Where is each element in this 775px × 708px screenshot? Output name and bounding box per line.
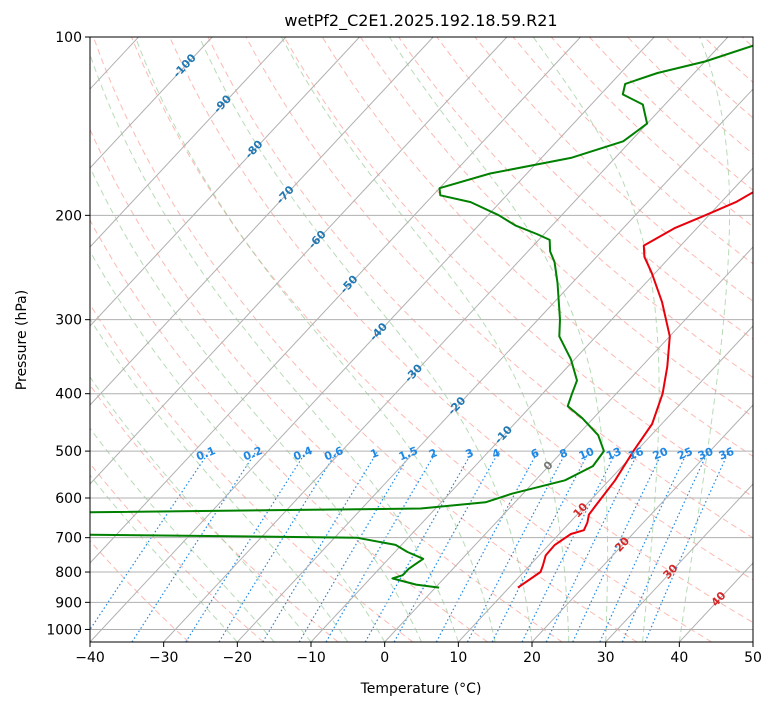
y-tick-label: 400: [55, 387, 82, 403]
x-tick-label: 10: [449, 650, 467, 666]
isotherm-line: [90, 37, 287, 248]
mixing-ratio-label: 1: [369, 446, 381, 461]
isotherm-line: [457, 325, 753, 642]
y-tick-label: 800: [55, 565, 82, 581]
isotherm-line: [605, 483, 753, 642]
x-tick-label: 0: [380, 650, 389, 666]
moist-adiabat: [90, 52, 459, 642]
mixing-ratio-label: 13: [604, 445, 623, 463]
y-tick-label: 1000: [46, 622, 82, 638]
dry-adiabat: [207, 37, 753, 581]
mixing-ratio-line: [364, 450, 474, 642]
y-tick-label: 700: [55, 531, 82, 547]
temperature-profile-line: [517, 191, 753, 589]
x-tick-label: 50: [744, 650, 762, 666]
x-tick-label: −30: [149, 650, 179, 666]
mixing-ratio-label: 16: [626, 445, 645, 463]
x-tick-label: −10: [296, 650, 326, 666]
dewpoint-profile-line: [90, 44, 753, 589]
plot-frame: [89, 36, 754, 643]
mixing-ratio-line: [621, 450, 709, 642]
isotherm-line: [384, 246, 753, 642]
moist-adiabat: [90, 250, 386, 642]
isotherm-line: [90, 37, 434, 406]
dry-adiabat: [90, 539, 190, 642]
moist-adiabat: [134, 37, 496, 642]
mixing-ratio-label: 3: [463, 446, 475, 461]
y-tick-label: 100: [55, 30, 82, 46]
x-tick-label: −20: [223, 650, 253, 666]
mixing-ratio-label: 25: [675, 445, 694, 463]
mixing-ratio-label: 36: [717, 445, 736, 463]
mixing-ratio-line: [131, 450, 257, 642]
isotherm-line: [90, 37, 360, 327]
mixing-ratio-line: [491, 450, 590, 642]
mixing-ratio-label: 2: [427, 446, 439, 461]
dry-adiabat: [245, 37, 753, 539]
dry-adiabat: [436, 37, 753, 340]
x-axis-label: Temperature (°C): [360, 681, 482, 697]
isotherm-line: [310, 167, 753, 642]
mixing-ratio-label: 30: [696, 445, 715, 463]
dry-adiabat: [131, 37, 712, 642]
mixing-ratio-line: [90, 450, 211, 631]
x-tick-label: 30: [597, 650, 615, 666]
y-tick-label: 900: [55, 595, 82, 611]
dry-adiabat: [474, 37, 753, 302]
isotherm-line: [90, 37, 213, 169]
moist-adiabat: [280, 37, 570, 642]
isotherm-line: [90, 37, 508, 485]
y-tick-label: 300: [55, 313, 82, 329]
isotherm-line: [236, 88, 753, 642]
mixing-ratio-line: [435, 450, 539, 642]
x-tick-label: −40: [75, 650, 105, 666]
moist-adiabat: [90, 427, 275, 642]
moist-adiabat: [198, 37, 533, 642]
dry-adiabat: [90, 462, 264, 642]
dry-adiabat: [90, 219, 488, 642]
isotherm-line: [531, 404, 753, 642]
moist-adiabat: [90, 166, 422, 642]
dry-adiabat: [169, 37, 753, 624]
mixing-ratio-line: [393, 450, 500, 642]
moist-adiabat: [388, 37, 609, 642]
isotherm-line: [163, 37, 729, 642]
x-tick-label: 40: [670, 650, 688, 666]
dry-adiabat: [92, 37, 638, 642]
mixing-ratio-label: 20: [651, 445, 670, 463]
moist-adiabat: [90, 318, 349, 642]
dry-adiabat: [283, 37, 753, 498]
moist-adiabat: [678, 37, 730, 642]
y-tick-label: 600: [55, 491, 82, 507]
chart-title: wetPf2_C2E1.2025.192.18.59.R21: [284, 11, 557, 31]
mixing-ratio-line: [185, 450, 307, 642]
x-tick-label: 20: [523, 650, 541, 666]
y-axis-label: Pressure (hPa): [14, 290, 30, 390]
isotherm-line: [90, 37, 655, 642]
mixing-ratio-line: [218, 450, 338, 642]
mixing-ratio-label: 10: [577, 445, 596, 463]
y-tick-label: 200: [55, 208, 82, 224]
mixing-ratio-label: 8: [558, 446, 570, 461]
dry-adiabat: [90, 128, 563, 642]
isotherm-line: [90, 37, 581, 564]
mixing-ratio-line: [262, 450, 379, 642]
mixing-ratio-line: [521, 450, 618, 642]
y-tick-label: 500: [55, 444, 82, 460]
moist-adiabat: [532, 37, 660, 642]
